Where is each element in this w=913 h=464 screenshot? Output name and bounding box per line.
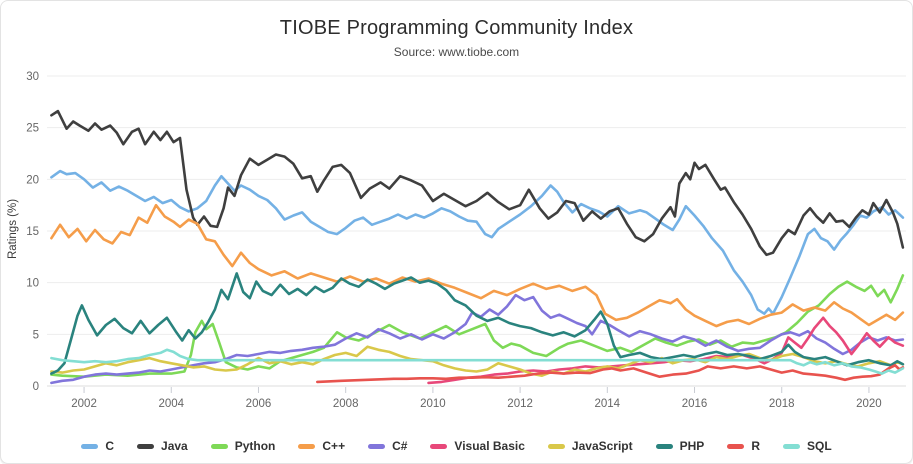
legend-label-javascript: JavaScript <box>571 439 633 453</box>
y-tick-label-30: 30 <box>26 71 39 83</box>
series-line-php[interactable] <box>50 272 905 375</box>
chart-legend: C Java Python C++ C# Visual Basic JavaScript PH… <box>1 439 912 453</box>
x-tick-label-2020: 2020 <box>856 398 882 410</box>
series-line-sql[interactable] <box>50 348 905 375</box>
y-tick-label-10: 10 <box>26 278 39 290</box>
legend-swatch-python <box>210 443 228 449</box>
legend-label-python: Python <box>234 439 276 453</box>
legend-label-c: C# <box>392 439 408 453</box>
x-tick-label-2004: 2004 <box>158 398 184 410</box>
legend-label-c: C++ <box>322 439 346 453</box>
legend-item-java[interactable]: Java <box>137 439 188 453</box>
series-line-c[interactable] <box>50 293 905 385</box>
y-tick-label-15: 15 <box>26 226 39 238</box>
x-tick-label-2018: 2018 <box>769 398 795 410</box>
x-tick-label-2012: 2012 <box>507 398 533 410</box>
series-line-python[interactable] <box>50 274 905 378</box>
page-subtitle: Source: www.tiobe.com <box>393 45 520 59</box>
series-line-java[interactable] <box>50 109 905 257</box>
x-tick-label-2010: 2010 <box>420 398 446 410</box>
legend-item-visual-basic[interactable]: Visual Basic <box>430 439 525 453</box>
page-title: TIOBE Programming Community Index <box>279 17 634 39</box>
legend-label-r: R <box>751 439 760 453</box>
legend-swatch-visual-basic <box>430 443 448 449</box>
series-line-visual-basic[interactable] <box>427 316 905 385</box>
x-tick-label-2006: 2006 <box>246 398 272 410</box>
legend-label-php: PHP <box>679 439 705 453</box>
legend-item-python[interactable]: Python <box>210 439 276 453</box>
x-tick-label-2002: 2002 <box>71 398 97 410</box>
legend-swatch-c <box>368 443 386 449</box>
y-tick-label-5: 5 <box>33 329 39 341</box>
x-tick-label-2008: 2008 <box>333 398 359 410</box>
legend-swatch-javascript <box>547 443 565 449</box>
series-line-r[interactable] <box>316 364 905 384</box>
series-line-c[interactable] <box>50 203 905 328</box>
x-tick-label-2016: 2016 <box>682 398 708 410</box>
legend-label-sql: SQL <box>806 439 832 453</box>
legend-swatch-c <box>298 443 316 449</box>
legend-item-r[interactable]: R <box>727 439 760 453</box>
legend-item-sql[interactable]: SQL <box>782 439 832 453</box>
legend-item-c[interactable]: C <box>81 439 114 453</box>
legend-swatch-php <box>655 443 673 449</box>
legend-item-c[interactable]: C++ <box>298 439 345 453</box>
y-tick-label-25: 25 <box>26 123 39 135</box>
legend-item-c[interactable]: C# <box>368 439 407 453</box>
legend-swatch-c <box>81 443 99 449</box>
legend-item-javascript[interactable]: JavaScript <box>547 439 633 453</box>
legend-label-c: C <box>105 439 115 453</box>
x-tick-label-2014: 2014 <box>595 398 621 410</box>
legend-swatch-java <box>137 443 155 449</box>
legend-swatch-sql <box>782 443 800 449</box>
y-tick-label-20: 20 <box>26 174 39 186</box>
legend-item-php[interactable]: PHP <box>655 439 705 453</box>
legend-swatch-r <box>727 443 745 449</box>
series-line-c[interactable] <box>50 169 905 315</box>
legend-label-java: Java <box>161 439 188 453</box>
y-tick-label-0: 0 <box>33 381 39 393</box>
legend-label-visual-basic: Visual Basic <box>454 439 525 453</box>
